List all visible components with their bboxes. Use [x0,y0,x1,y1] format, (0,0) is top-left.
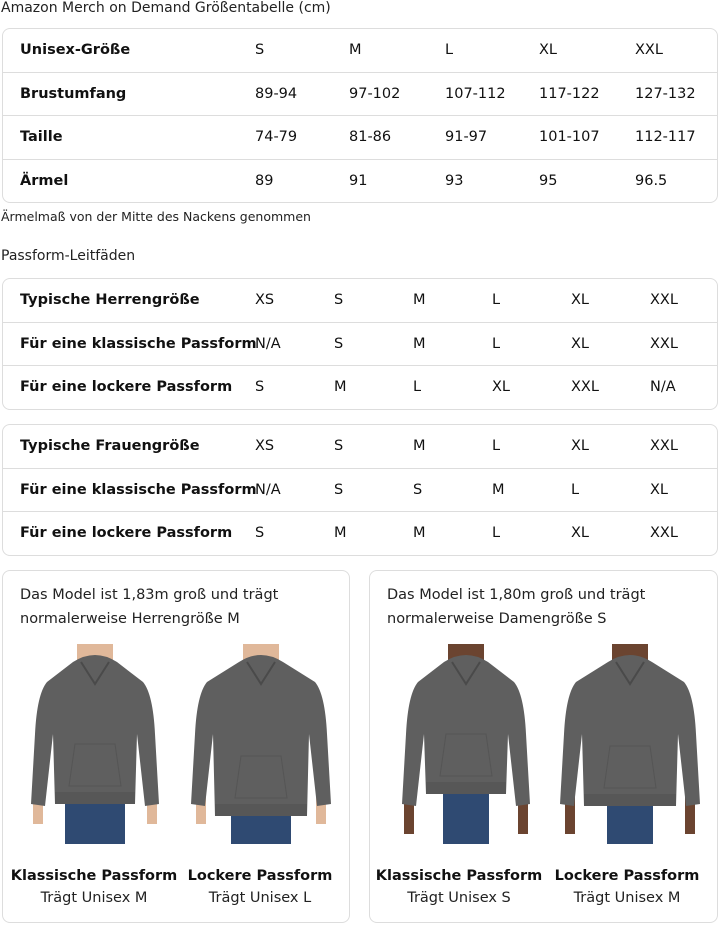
hoodie-classic-men-image [31,644,159,844]
table-cell: S [334,481,344,498]
table-cell: L [571,481,580,498]
table-cell: S [334,335,344,352]
table-cell: L [492,335,501,352]
table-cell: XL [650,481,669,498]
table-row: Für eine klassische Passform N/A S S M L XL [3,469,717,512]
hoodie-loose-women-image [560,644,700,844]
row-label: Brustumfang [20,85,127,102]
row-label: Typische Frauengröße [20,438,200,454]
table-cell: XL [492,379,511,395]
table-cell: N/A [255,335,281,352]
table-cell: S [334,438,344,454]
table-cell: L [492,438,501,454]
hoodie-classic-women-image [402,644,530,844]
table-cell: N/A [650,379,676,395]
figure-caption: Klassische Passform Trägt Unisex S [375,868,543,906]
size-table: Unisex-Größe S M L XL XXL Brustumfang 89-94 97-1… [2,28,718,203]
sleeve-note: Ärmelmaß von der Mitte des Nackens genom… [1,209,311,224]
table-cell: M [413,438,426,454]
table-cell: XXL [635,42,663,58]
table-cell: XS [255,438,275,454]
table-cell: XXL [650,335,678,352]
table-cell: 89-94 [255,85,298,102]
table-cell: M [492,481,505,498]
table-cell: XL [571,525,590,541]
table-cell: XXL [650,292,678,308]
table-cell: L [492,525,501,541]
row-label: Typische Herrengröße [20,292,200,308]
table-cell: XL [571,292,590,308]
row-label: Für eine lockere Passform [20,379,233,395]
table-row: Taille 74-79 81-86 91-97 101-107 112-117 [3,116,717,160]
card-text-line: Das Model ist 1,83m groß und trägt [20,587,279,603]
table-cell: S [334,292,344,308]
row-label: Taille [20,129,63,145]
row-label: Für eine klassische Passform [20,335,257,352]
men-fit-table: Typische Herrengröße XS S M L XL XXL Für eine k… [2,278,718,410]
card-text-line: normalerweise Herrengröße M [20,611,240,627]
table-cell: XXL [571,379,599,395]
table-cell: 101-107 [539,129,600,145]
table-cell: L [445,42,454,58]
table-cell: XXL [650,438,678,454]
row-label: Für eine klassische Passform [20,481,257,498]
table-cell: S [413,481,423,498]
table-cell: XS [255,292,275,308]
table-row: Unisex-Größe S M L XL XXL [3,29,717,73]
table-cell: 91 [349,172,368,189]
table-cell: 127-132 [635,85,696,102]
table-cell: M [334,525,347,541]
table-row: Für eine lockere Passform S M L XL XXL N/A [3,366,717,409]
women-model-card: Das Model ist 1,80m groß und trägt normal… [369,570,718,923]
table-row: Typische Herrengröße XS S M L XL XXL [3,279,717,323]
page-title: Amazon Merch on Demand Größentabelle (cm… [1,0,331,16]
table-cell: 74-79 [255,129,298,145]
card-text-line: normalerweise Damengröße S [387,611,607,627]
row-label: Für eine lockere Passform [20,525,233,541]
table-cell: 93 [445,172,464,189]
table-cell: XXL [650,525,678,541]
men-model-card: Das Model ist 1,83m groß und trägt normal… [2,570,350,923]
table-cell: M [334,379,347,395]
table-cell: 97-102 [349,85,401,102]
card-text-line: Das Model ist 1,80m groß und trägt [387,587,646,603]
table-cell: S [255,379,265,395]
table-cell: XL [571,335,590,352]
fit-guide-title: Passform-Leitfäden [1,248,136,264]
table-row: Für eine lockere Passform S M M L XL XXL [3,512,717,555]
hoodie-loose-men-image [191,644,331,844]
table-cell: XL [539,42,558,58]
table-cell: N/A [255,481,281,498]
table-row: Ärmel 89 91 93 95 96.5 [3,160,717,203]
table-cell: 91-97 [445,129,488,145]
table-cell: M [349,42,362,58]
table-cell: M [413,525,426,541]
table-cell: S [255,525,265,541]
table-row: Brustumfang 89-94 97-102 107-112 117-122 127-… [3,73,717,116]
row-label: Ärmel [20,172,69,189]
table-cell: 107-112 [445,85,506,102]
table-cell: L [492,292,501,308]
table-row: Für eine klassische Passform N/A S M L XL XXL [3,323,717,366]
table-cell: 89 [255,172,274,189]
figure-caption: Lockere Passform Trägt Unisex M [554,868,700,906]
women-fit-table: Typische Frauengröße XS S M L XL XXL Für eine k… [2,424,718,556]
table-cell: 95 [539,172,558,189]
table-cell: 81-86 [349,129,392,145]
table-cell: M [413,292,426,308]
table-cell: S [255,42,265,58]
table-cell: 112-117 [635,129,696,145]
table-row: Typische Frauengröße XS S M L XL XXL [3,425,717,469]
table-cell: 96.5 [635,172,668,189]
table-cell: XL [571,438,590,454]
table-cell: 117-122 [539,85,600,102]
figure-caption: Klassische Passform Trägt Unisex M [10,868,178,906]
table-cell: M [413,335,426,352]
figure-caption: Lockere Passform Trägt Unisex L [187,868,333,906]
row-label: Unisex-Größe [20,42,131,58]
table-cell: L [413,379,422,395]
